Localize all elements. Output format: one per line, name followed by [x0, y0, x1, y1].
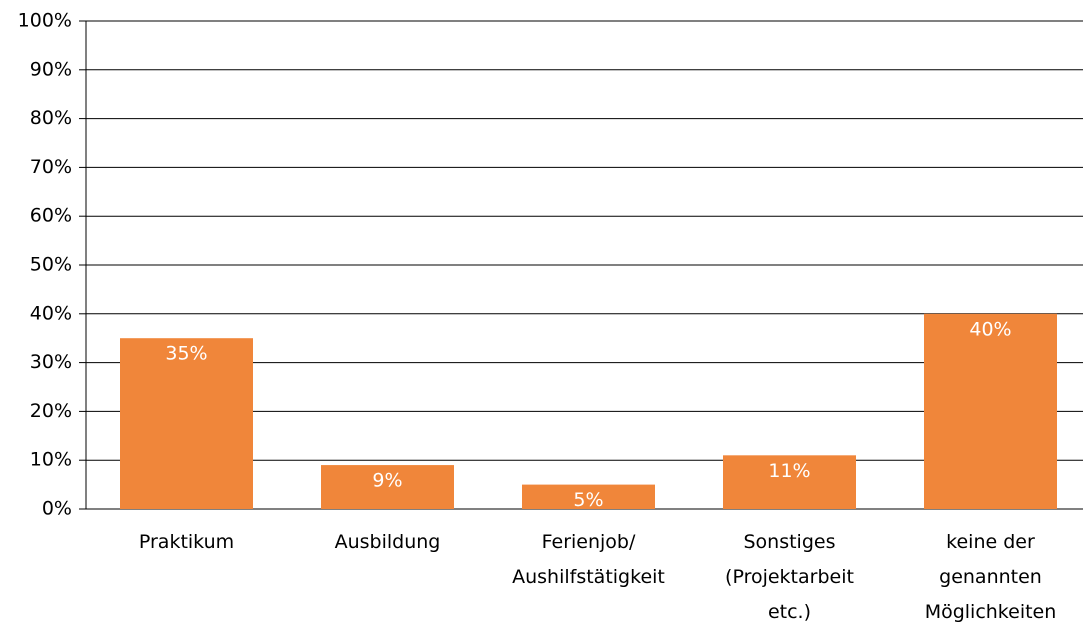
data-label: 40% [969, 318, 1011, 340]
y-tick-label: 10% [30, 449, 72, 471]
bar [321, 465, 454, 509]
bar [924, 313, 1057, 509]
bar [120, 338, 253, 509]
bar [723, 455, 856, 509]
y-tick-label: 100% [18, 10, 72, 32]
y-tick-label: 50% [30, 254, 72, 276]
bar [522, 484, 655, 509]
x-tick-label: Sonstiges (Projektarbeit etc.) [725, 531, 854, 623]
y-tick-label: 0% [42, 498, 72, 520]
x-tick-label: Ferienjob/ Aushilfstätigkeit [512, 531, 665, 588]
y-tick-label: 80% [30, 107, 72, 129]
data-label: 5% [573, 489, 603, 511]
y-tick-label: 40% [30, 302, 72, 324]
data-label: 11% [768, 460, 810, 482]
y-tick-label: 90% [30, 58, 72, 80]
y-tick-label: 70% [30, 156, 72, 178]
y-tick-label: 30% [30, 351, 72, 373]
x-tick-label: Ausbildung [334, 531, 441, 553]
data-label: 9% [372, 470, 402, 492]
y-tick-label: 60% [30, 205, 72, 227]
data-label: 35% [165, 343, 207, 365]
x-tick-label: Praktikum [138, 531, 235, 553]
x-tick-label: keine der genannten Möglichkeiten [924, 531, 1057, 623]
y-tick-label: 20% [30, 400, 72, 422]
